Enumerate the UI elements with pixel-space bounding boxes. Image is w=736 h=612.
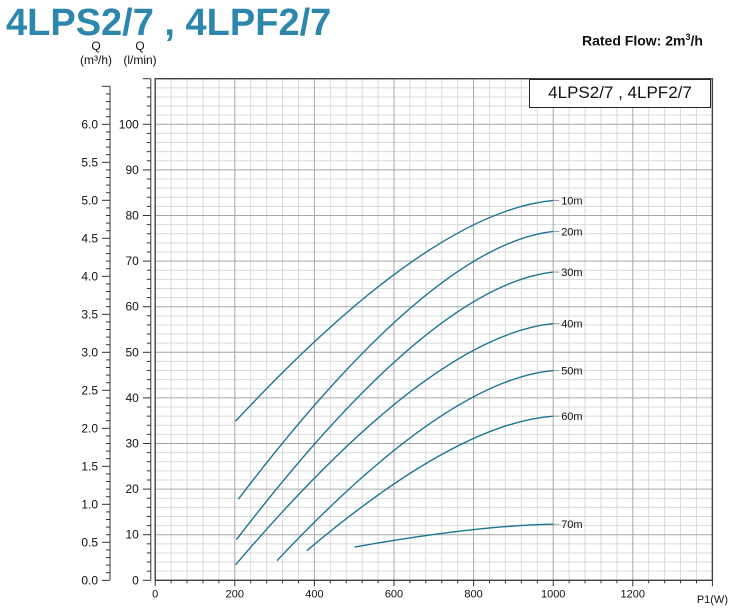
svg-text:20m: 20m xyxy=(561,226,582,238)
svg-text:5.5: 5.5 xyxy=(81,155,98,169)
svg-text:40: 40 xyxy=(125,391,139,405)
svg-text:100: 100 xyxy=(119,117,139,131)
svg-text:1.5: 1.5 xyxy=(81,459,98,473)
svg-text:800: 800 xyxy=(464,588,482,600)
svg-text:0: 0 xyxy=(132,573,139,587)
svg-text:50m: 50m xyxy=(561,366,582,378)
svg-text:1000: 1000 xyxy=(541,588,565,600)
svg-text:4.0: 4.0 xyxy=(81,269,98,283)
svg-text:60: 60 xyxy=(125,300,139,314)
svg-text:10m: 10m xyxy=(561,195,582,207)
svg-text:50: 50 xyxy=(125,345,139,359)
svg-text:90: 90 xyxy=(125,163,139,177)
svg-text:40m: 40m xyxy=(561,319,582,331)
svg-text:4.5: 4.5 xyxy=(81,231,98,245)
svg-text:0.5: 0.5 xyxy=(81,535,98,549)
svg-text:60m: 60m xyxy=(561,411,582,423)
svg-text:3.0: 3.0 xyxy=(81,345,98,359)
svg-text:2.0: 2.0 xyxy=(81,421,98,435)
svg-text:400: 400 xyxy=(305,588,323,600)
svg-text:30: 30 xyxy=(125,437,139,451)
svg-text:3.5: 3.5 xyxy=(81,307,98,321)
svg-text:5.0: 5.0 xyxy=(81,193,98,207)
svg-text:10: 10 xyxy=(125,528,139,542)
svg-text:70m: 70m xyxy=(561,519,582,531)
svg-text:20: 20 xyxy=(125,482,139,496)
svg-text:0: 0 xyxy=(152,588,158,600)
svg-text:80: 80 xyxy=(125,209,139,223)
svg-text:P1(W): P1(W) xyxy=(697,594,728,606)
svg-text:1200: 1200 xyxy=(621,588,645,600)
svg-text:0.0: 0.0 xyxy=(81,573,98,587)
svg-text:70: 70 xyxy=(125,254,139,268)
svg-text:200: 200 xyxy=(226,588,244,600)
svg-text:1.0: 1.0 xyxy=(81,497,98,511)
svg-text:600: 600 xyxy=(385,588,403,600)
svg-text:2.5: 2.5 xyxy=(81,383,98,397)
svg-text:30m: 30m xyxy=(561,267,582,279)
svg-text:6.0: 6.0 xyxy=(81,117,98,131)
